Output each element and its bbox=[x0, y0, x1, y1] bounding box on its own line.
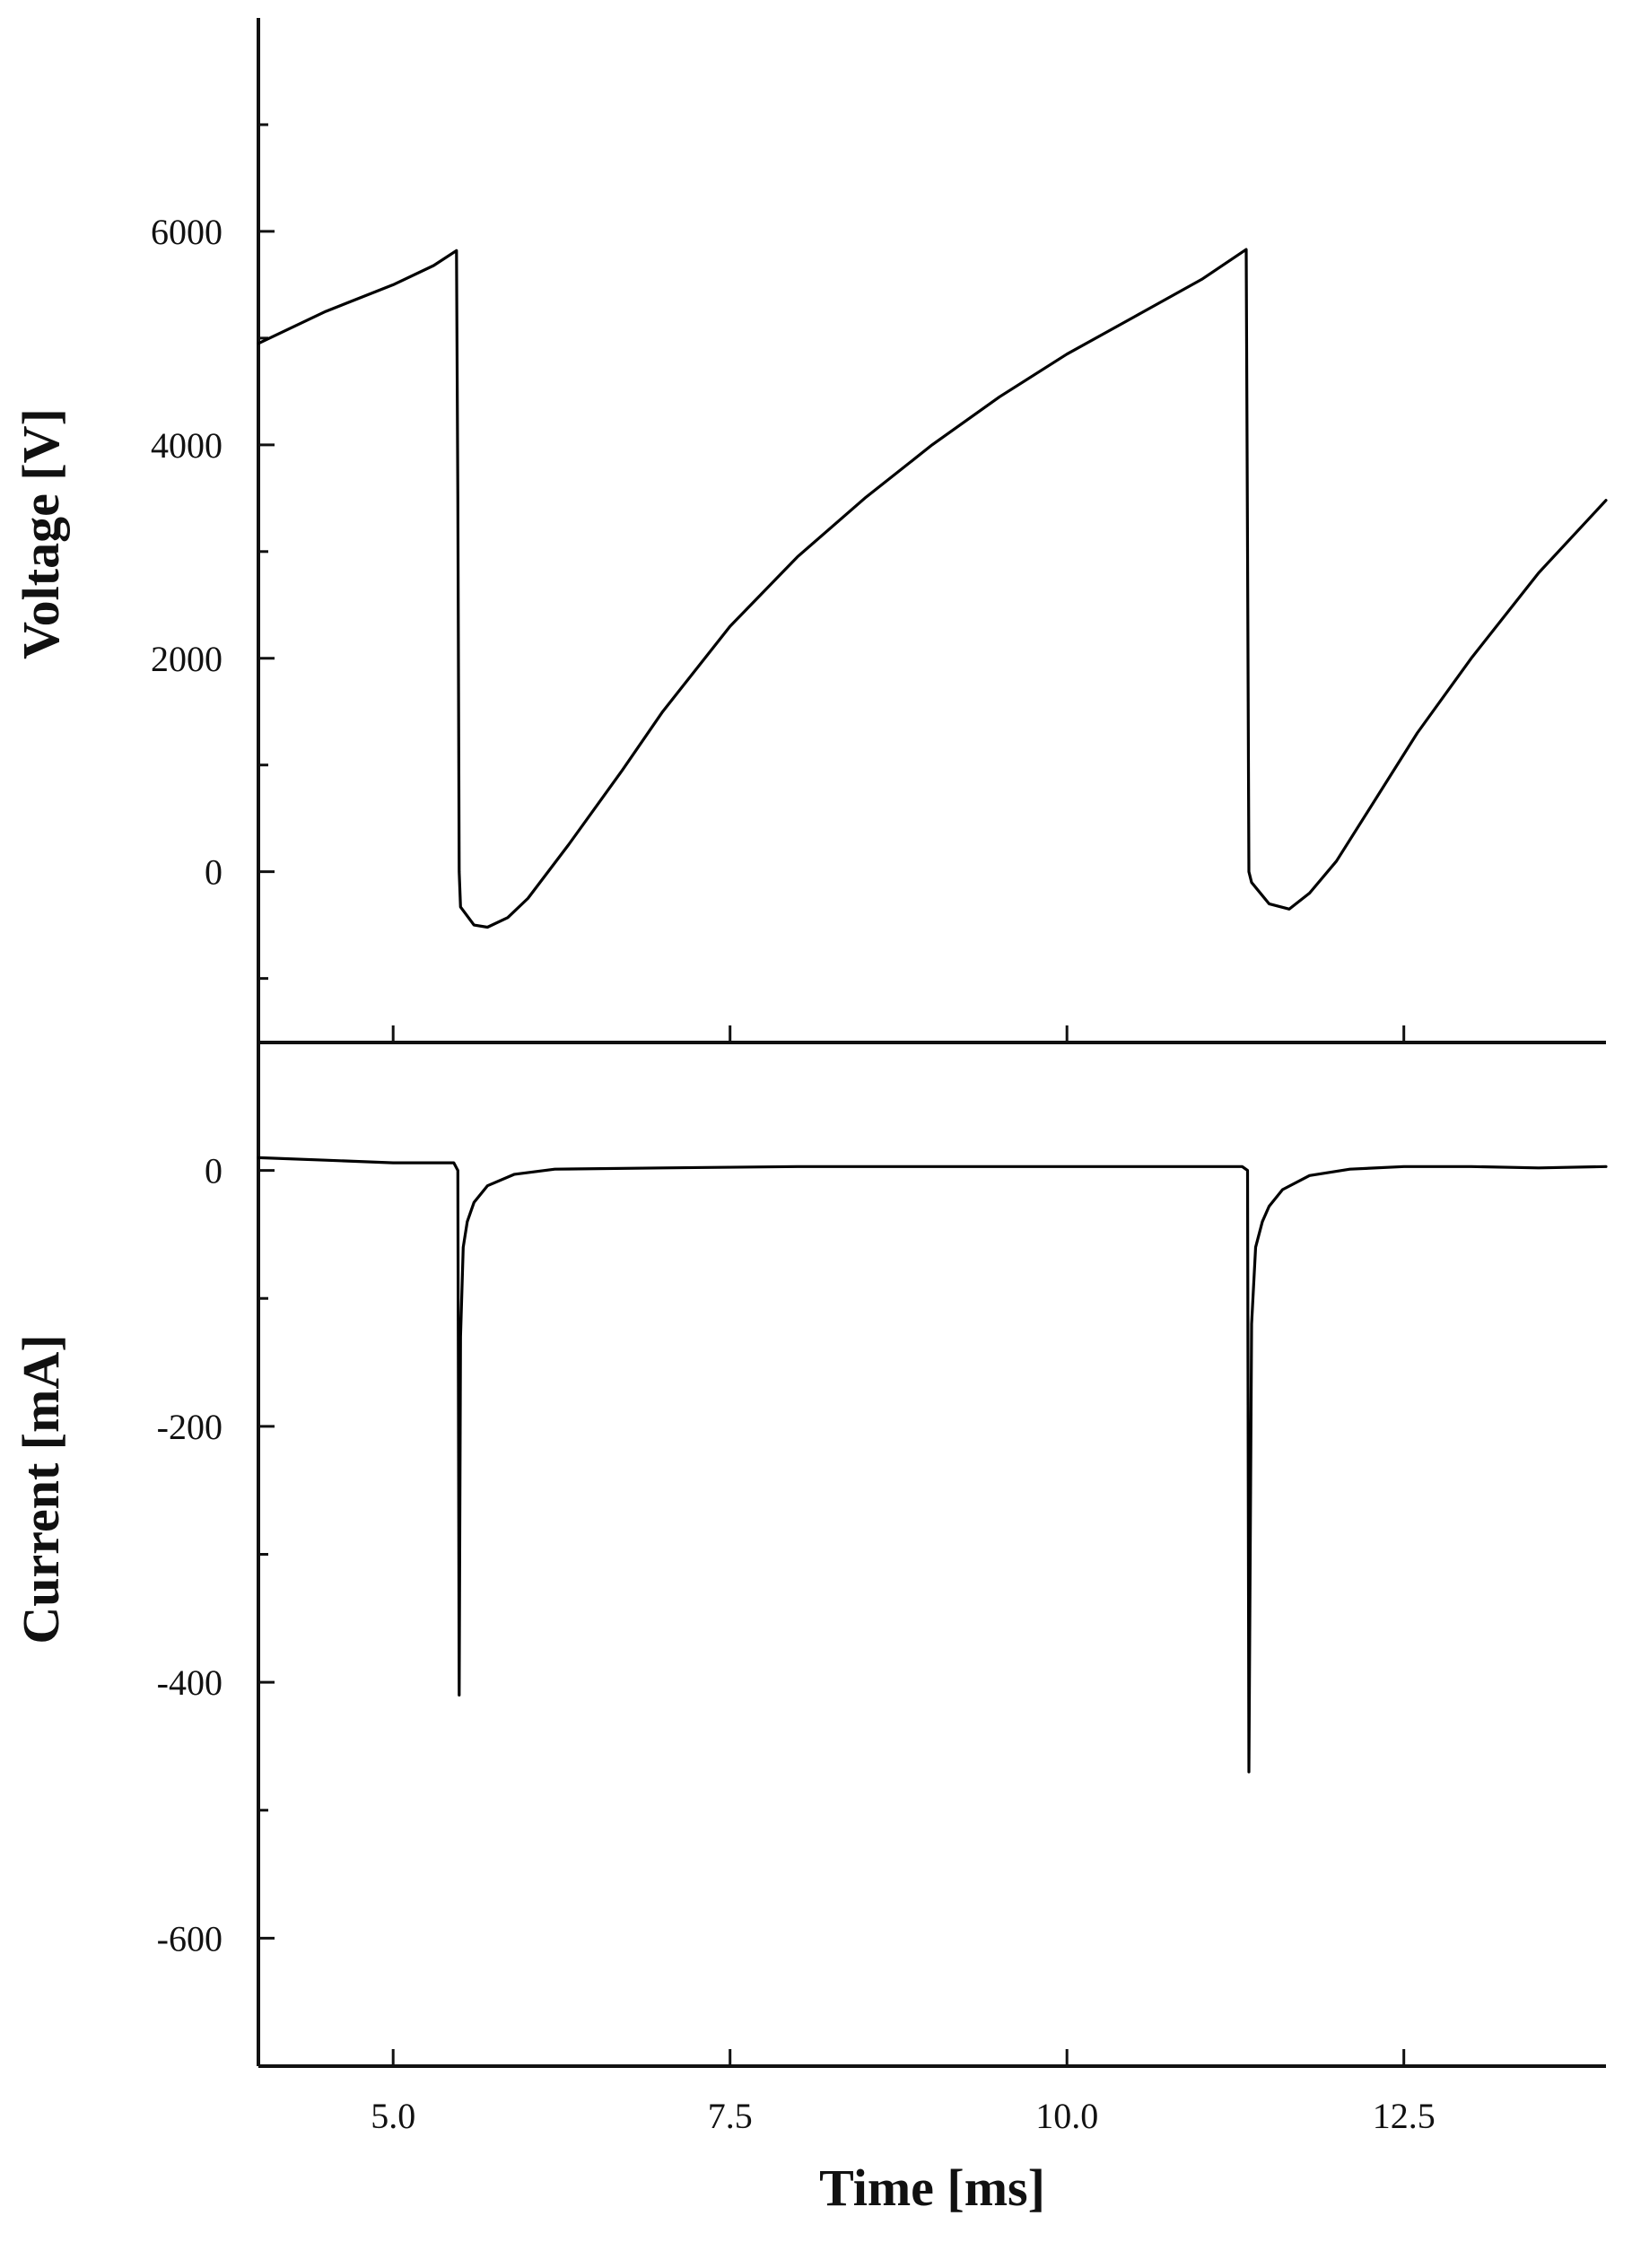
current-series-line bbox=[257, 1156, 1608, 1774]
x-tick-label: 7.5 bbox=[708, 2096, 753, 2136]
current-tick-label: -400 bbox=[157, 1662, 223, 1703]
voltage-tick-label: 2000 bbox=[151, 639, 223, 679]
current-y-ticks: -600 -400 -200 0 bbox=[157, 1041, 275, 2068]
voltage-y-ticks: 0 2000 4000 6000 bbox=[151, 123, 275, 981]
current-tick-label: 0 bbox=[205, 1151, 223, 1191]
x-axis-title: Time [ms] bbox=[819, 2159, 1045, 2217]
current-tick-label: -600 bbox=[157, 1918, 223, 1958]
x-tick-label: 5.0 bbox=[371, 2096, 415, 2136]
x-tick-label: 12.5 bbox=[1373, 2096, 1436, 2136]
voltage-panel: 0 2000 4000 6000 Voltage [V] bbox=[12, 18, 1608, 1044]
voltage-series-line bbox=[257, 248, 1608, 929]
x-tick-label: 10.0 bbox=[1035, 2096, 1098, 2136]
voltage-tick-label: 0 bbox=[205, 852, 223, 893]
voltage-axis-title: Voltage [V] bbox=[12, 408, 70, 659]
current-trace bbox=[257, 1156, 1608, 1774]
voltage-trace bbox=[257, 248, 1608, 929]
voltage-tick-label: 6000 bbox=[151, 212, 223, 252]
current-panel: -600 -400 -200 0 Current [mA] bbox=[12, 1041, 1608, 2068]
voltage-tick-label: 4000 bbox=[151, 425, 223, 466]
current-axis-title: Current [mA] bbox=[12, 1334, 70, 1644]
x-axis-ticks: 5.0 7.5 10.0 12.5 bbox=[371, 1025, 1436, 2136]
current-tick-label: -200 bbox=[157, 1407, 223, 1447]
